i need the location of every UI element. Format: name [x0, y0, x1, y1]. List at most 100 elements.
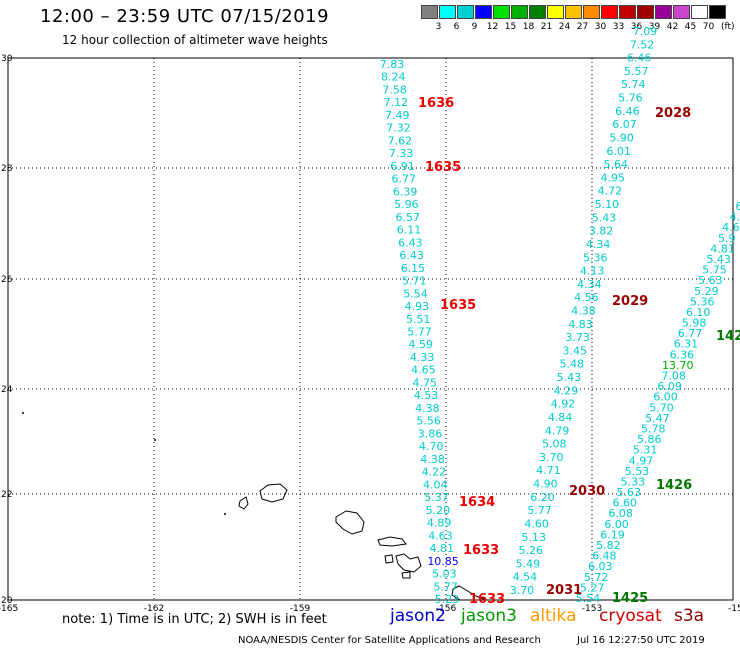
lon-label: -159 [290, 604, 311, 614]
wave-height-label: 6.03 [588, 560, 613, 573]
scale-label: 21 [540, 22, 553, 32]
wave-height-label: 6 [736, 200, 740, 213]
lon-label: -165 [0, 604, 18, 614]
lat-label: 20 [1, 596, 13, 606]
wave-height-label: 6.77 [392, 173, 417, 186]
pass-time-label: 1425 [612, 591, 648, 606]
scale-label: 15 [504, 22, 517, 32]
wave-height-label: 4.93 [405, 300, 430, 313]
wave-height-label: 5.36 [583, 251, 608, 264]
wave-height-label: 7.33 [389, 147, 414, 160]
wave-height-label: 6.43 [399, 249, 424, 262]
wave-height-label: 4.6 [722, 221, 740, 234]
lat-label: 26 [1, 275, 13, 285]
legend-s3a: s3a [674, 606, 705, 626]
wave-height-label: 5.33 [621, 475, 646, 488]
wave-height-label: 4.83 [568, 318, 593, 331]
scale-label: 36 [630, 22, 643, 32]
wave-height-label: 4.38 [420, 453, 445, 466]
wave-height-label: 4.59 [409, 338, 434, 351]
pass-time-label: 142 [716, 329, 740, 344]
wave-height-label: 4.92 [551, 398, 576, 411]
scale-label: 39 [648, 22, 661, 32]
wave-height-label: 4.22 [422, 466, 447, 479]
legend-jason2: jason2 [390, 606, 446, 626]
wave-height-label: 5.23 [435, 593, 460, 606]
wave-height-label: 6.15 [401, 262, 426, 275]
scale-swatch [457, 5, 474, 19]
wave-height-label: 6.57 [395, 211, 420, 224]
wave-height-label: 5.29 [694, 285, 719, 298]
wave-height-label: 4.71 [536, 464, 561, 477]
scale-swatch [655, 5, 672, 19]
map-grid [8, 58, 733, 600]
scale-label: 18 [522, 22, 535, 32]
wave-height-label: 6.09 [657, 380, 682, 393]
island-dot [154, 439, 156, 441]
wave-height-label: 5.90 [609, 131, 634, 144]
wave-height-label: 5.77 [407, 326, 432, 339]
wave-height-label: 5.71 [402, 275, 427, 288]
wave-height-label: 5.57 [624, 65, 649, 78]
lat-label: 24 [1, 385, 13, 395]
footer-credit: NOAA/NESDIS Center for Satellite Applica… [238, 635, 541, 646]
footer-timestamp: Jul 16 12:27:50 UTC 2019 [577, 635, 705, 646]
scale-swatch [709, 5, 726, 19]
scale-swatch [601, 5, 618, 19]
pass-time-label: 1635 [425, 160, 461, 175]
wave-height-label: 5.08 [542, 438, 567, 451]
pass-time-label: 1636 [418, 96, 454, 111]
wave-height-label: 4.63 [428, 529, 453, 542]
wave-height-label: 5.64 [603, 158, 628, 171]
scale-label: 30 [594, 22, 607, 32]
wave-height-label: 4. [730, 211, 740, 224]
pass-time-label: 1633 [463, 543, 499, 558]
pass-time-label: 2028 [655, 106, 691, 121]
legend-jason3: jason3 [461, 606, 517, 626]
island-molokai [377, 536, 407, 547]
wave-height-label: 4.60 [524, 517, 549, 530]
wave-height-label: 7.08 [661, 370, 686, 383]
legend-altika: altika [530, 606, 577, 626]
wave-height-label: 5.86 [637, 433, 662, 446]
scale-label: 42 [666, 22, 679, 32]
wave-height-label: 6.31 [674, 338, 699, 351]
scale-label: 24 [558, 22, 571, 32]
pass-time-label: 1633 [469, 592, 505, 607]
scale-label: 12 [486, 22, 499, 32]
wave-height-label: 5.54 [576, 592, 601, 605]
wave-height-label: 4.04 [423, 478, 448, 491]
wave-height-label: 5.82 [596, 539, 621, 552]
wave-height-label: 4.75 [412, 376, 437, 389]
wave-height-label: 5.51 [406, 313, 431, 326]
wave-height-label: 5.77 [433, 580, 458, 593]
lon-label: -156 [436, 604, 457, 614]
wave-height-label: 5.13 [521, 531, 546, 544]
wave-height-label: 6.10 [686, 306, 711, 319]
wave-height-label: 7.09 [633, 25, 658, 38]
scale-unit: (ft) [721, 22, 735, 32]
wave-height-label: 6.19 [600, 528, 625, 541]
wave-height-label: 3.70 [510, 584, 535, 597]
wave-height-label: 4.13 [580, 265, 605, 278]
wave-height-label: 5.54 [403, 287, 428, 300]
wave-height-label: 7.58 [382, 83, 407, 96]
wave-height-label: 7.62 [388, 134, 413, 147]
scale-swatch [421, 5, 438, 19]
wave-height-label: 5.27 [580, 581, 605, 594]
pass-time-label: 2029 [612, 294, 648, 309]
lat-label: 22 [1, 490, 12, 500]
wave-height-label: 4.81 [710, 242, 735, 255]
axis-labels: -165 -162 -159 -156 -153 -15 30 28 26 24 22 20 [0, 54, 740, 614]
wave-height-label: 4.34 [586, 238, 611, 251]
wave-height-label: 5.63 [698, 274, 723, 287]
scale-swatch [439, 5, 456, 19]
wave-height-label: 4.38 [415, 402, 440, 415]
island-dot [22, 412, 24, 414]
wave-height-label: 3.86 [418, 427, 443, 440]
wave-height-label: 6.01 [606, 145, 631, 158]
wave-height-label: 8.24 [381, 71, 406, 84]
wave-height-label: 4.70 [419, 440, 444, 453]
pass-time-label: 2030 [569, 484, 605, 499]
scale-label: 9 [471, 22, 478, 32]
